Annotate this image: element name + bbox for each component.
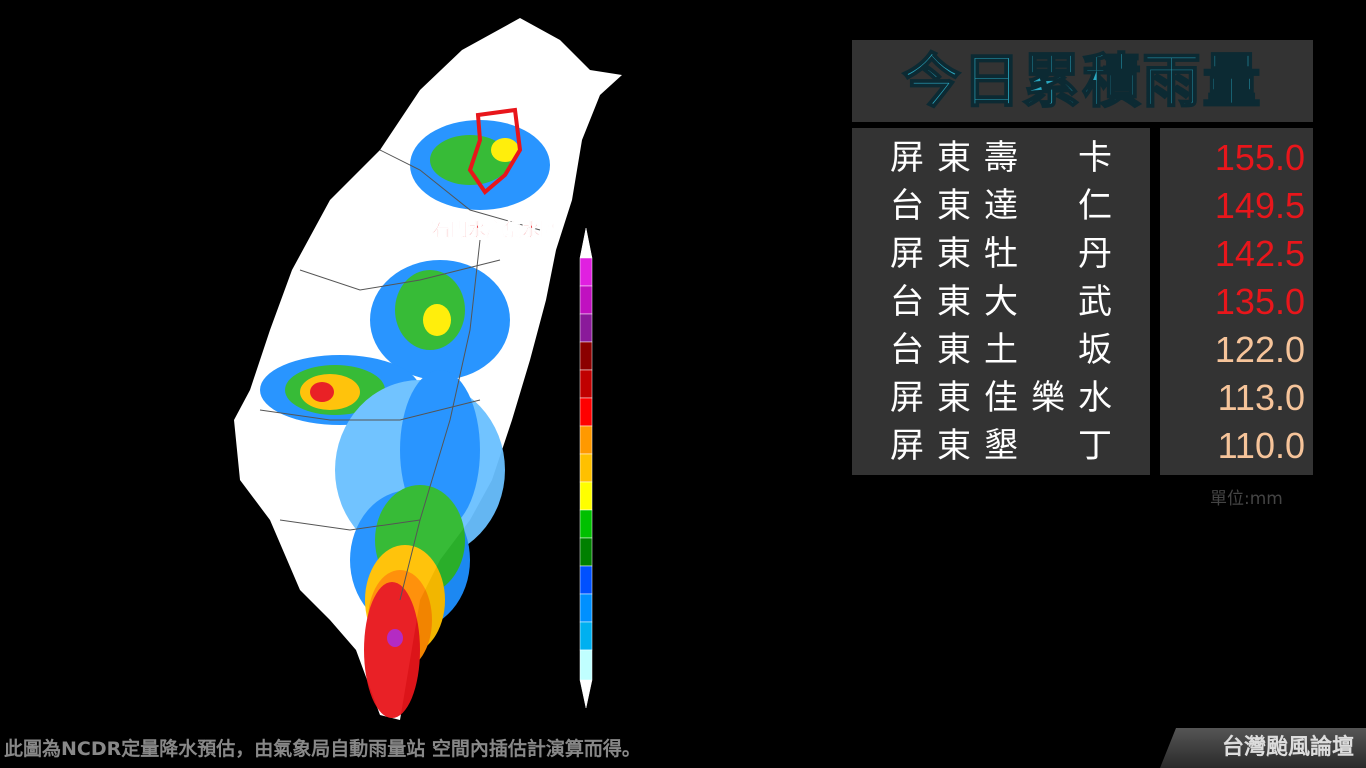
- reservoir-label: 石門水庫集水區: [431, 219, 558, 241]
- scale-step: [579, 481, 593, 511]
- color-scale: [579, 227, 593, 709]
- scale-step: [579, 537, 593, 567]
- scale-step: [579, 593, 593, 623]
- scale-step: [579, 397, 593, 427]
- scale-step: [579, 509, 593, 539]
- scale-step: [579, 621, 593, 651]
- station-value: 110.0: [1217, 425, 1305, 466]
- station-value: 113.0: [1217, 377, 1305, 418]
- station-name: 屏東墾 丁: [890, 426, 1125, 466]
- scale-step: [579, 257, 593, 287]
- station-value: 155.0: [1214, 137, 1305, 178]
- brand: 台灣颱風論壇: [1160, 728, 1366, 768]
- station-value: 149.5: [1214, 185, 1305, 226]
- station-name: 台東大 武: [890, 282, 1125, 322]
- scale-step: [579, 341, 593, 371]
- station-name: 屏東壽 卡: [890, 138, 1125, 178]
- scale-step: [579, 369, 593, 399]
- county-borders: [259, 149, 541, 601]
- scale-step: [579, 453, 593, 483]
- scale-step: [579, 285, 593, 315]
- panel-title: 今日累積雨量: [852, 40, 1313, 122]
- station-name: 屏東佳樂水: [890, 378, 1125, 418]
- station-name: 屏東牡 丹: [890, 234, 1125, 274]
- scale-top-arrow: [579, 227, 593, 259]
- scale-step: [579, 565, 593, 595]
- footer-note: 此圖為NCDR定量降水預估，由氣象局自動雨量站 空間內插估計演算而得。: [4, 738, 641, 760]
- scale-step: [579, 425, 593, 455]
- station-value: 122.0: [1214, 329, 1305, 370]
- reservoir-outline: [467, 107, 523, 195]
- unit-label: 單位:mm: [1210, 489, 1283, 509]
- station-name: 台東土 坂: [890, 330, 1125, 370]
- station-value: 135.0: [1214, 281, 1305, 322]
- scale-bottom-arrow: [579, 679, 593, 709]
- scale-step: [579, 313, 593, 343]
- station-value: 142.5: [1214, 233, 1305, 274]
- scale-step: [579, 649, 593, 681]
- station-names: 屏東壽 卡台東達 仁屏東牡 丹台東大 武台東土 坂屏東佳樂水屏東墾 丁: [852, 128, 1150, 475]
- station-values: 155.0 149.5 142.5 135.0 122.0 113.0 110.0: [1160, 128, 1313, 475]
- rain-field: [260, 120, 550, 718]
- station-name: 台東達 仁: [890, 186, 1125, 226]
